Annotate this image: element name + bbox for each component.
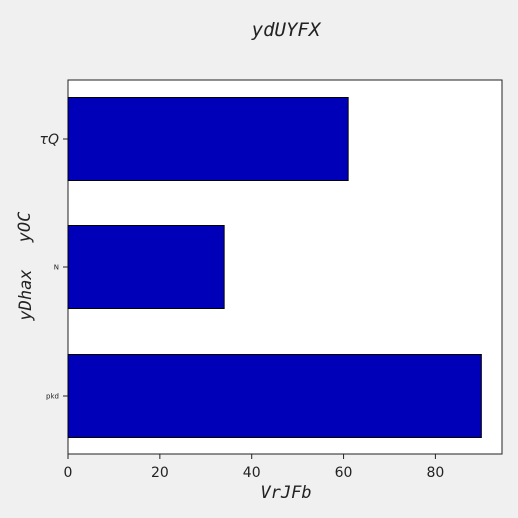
x-axis-label: VrJFb: [260, 483, 311, 503]
y-axis-label-secondary: yDhax: [16, 269, 36, 322]
y-tick-label-0: τQ: [40, 132, 59, 148]
x-tick-label-1: 20: [151, 465, 169, 481]
y-axis-label: yOC: [15, 211, 35, 243]
y-axis-label-line-1: yOC: [15, 211, 35, 243]
x-tick-label-4: 80: [426, 465, 444, 481]
x-tick-label-3: 60: [335, 465, 353, 481]
y-tick-label-2: pkd: [46, 392, 59, 400]
x-tick-label-0: 0: [64, 465, 73, 481]
y-tick-label-1: N: [54, 263, 59, 271]
x-tick-label-2: 40: [243, 465, 261, 481]
x-axis-ticks: 0 20 40 60 80: [64, 454, 445, 481]
bar-0: [68, 98, 348, 181]
y-axis-label-line-2: yDhax: [16, 269, 36, 322]
bar-2: [68, 355, 481, 438]
chart-title: ydUYFX: [251, 19, 322, 41]
bar-1: [68, 226, 224, 309]
